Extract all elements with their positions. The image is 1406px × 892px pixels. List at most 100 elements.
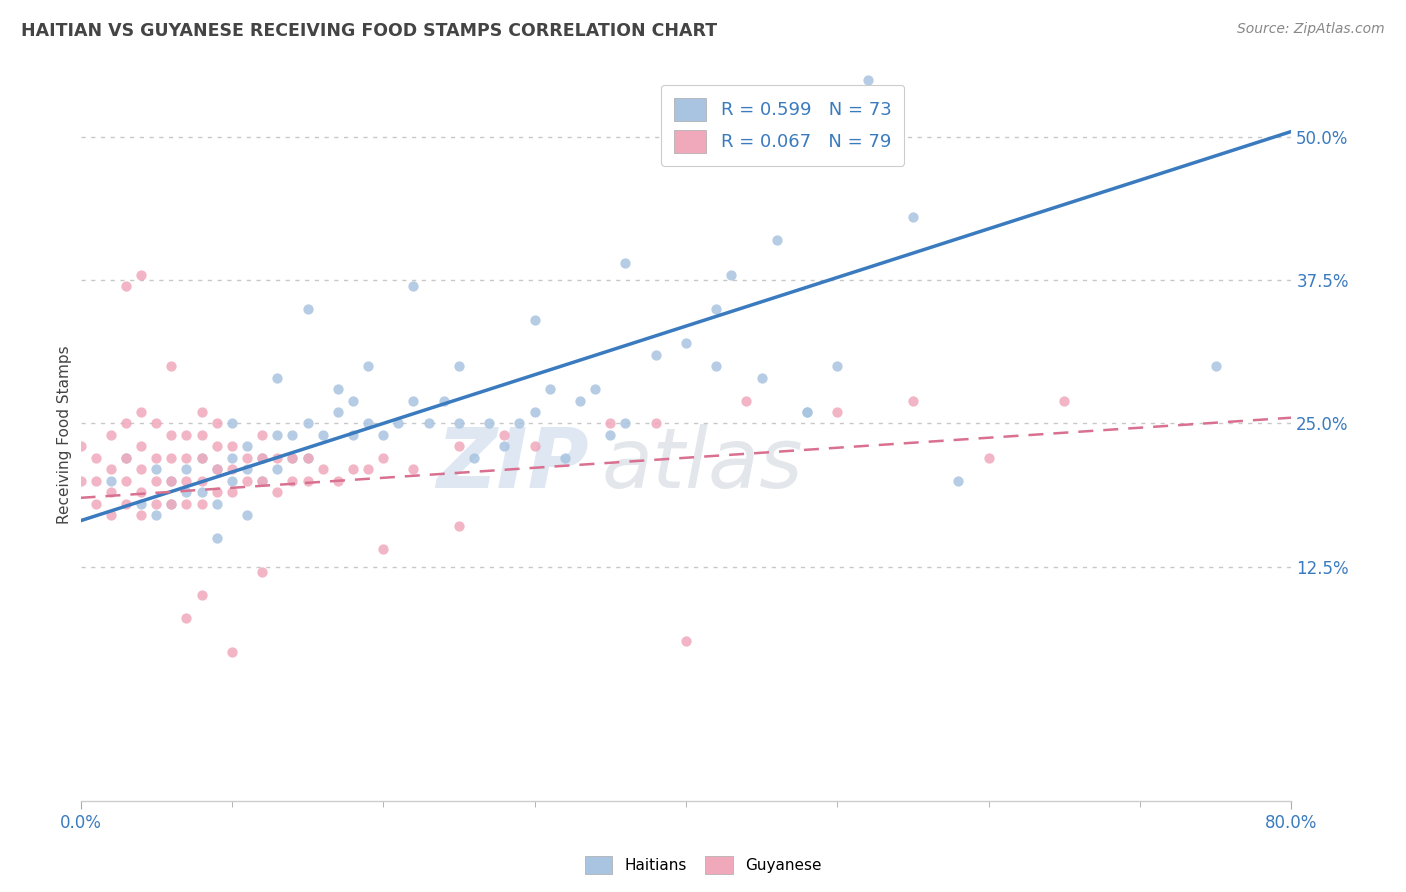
Point (1053, 393, 1076, 408)
Text: Source: ZipAtlas.com: Source: ZipAtlas.com (1237, 22, 1385, 37)
Point (901, 211, 924, 225)
Point (236, 474, 259, 488)
Point (115, 450, 138, 465)
Point (796, 405, 818, 419)
Point (402, 393, 425, 408)
Point (221, 485, 243, 500)
Point (190, 428, 212, 442)
Point (176, 462, 198, 476)
Point (176, 611, 198, 625)
Point (250, 474, 273, 488)
Point (100, 474, 122, 488)
Point (418, 417, 440, 431)
Text: atlas: atlas (602, 424, 803, 505)
Text: HAITIAN VS GUYANESE RECEIVING FOOD STAMPS CORRELATION CHART: HAITIAN VS GUYANESE RECEIVING FOOD STAMP… (21, 22, 717, 40)
Point (266, 485, 288, 500)
Point (312, 428, 335, 442)
Point (644, 348, 666, 362)
Point (84, 497, 107, 511)
Point (326, 405, 349, 419)
Point (250, 450, 273, 465)
Point (160, 497, 183, 511)
Point (614, 256, 637, 270)
Point (765, 233, 787, 247)
Point (250, 566, 273, 580)
Point (160, 450, 183, 465)
Point (447, 359, 470, 374)
Point (160, 359, 183, 374)
Point (977, 450, 1000, 465)
Point (704, 359, 727, 374)
Point (221, 462, 243, 476)
Point (145, 450, 167, 465)
Point (176, 428, 198, 442)
Point (129, 508, 152, 522)
Point (281, 428, 304, 442)
Point (704, 301, 727, 316)
Point (129, 497, 152, 511)
Point (205, 497, 228, 511)
Point (236, 508, 259, 522)
Point (433, 393, 456, 408)
Point (190, 450, 212, 465)
Point (176, 450, 198, 465)
Point (447, 519, 470, 533)
Point (523, 313, 546, 327)
Point (569, 393, 592, 408)
Point (373, 428, 395, 442)
Point (100, 462, 122, 476)
Point (373, 450, 395, 465)
Point (266, 450, 288, 465)
Point (145, 508, 167, 522)
Point (190, 474, 212, 488)
Point (160, 497, 183, 511)
Point (221, 474, 243, 488)
Point (447, 417, 470, 431)
Point (402, 462, 425, 476)
Point (100, 428, 122, 442)
Point (342, 428, 364, 442)
Point (236, 439, 259, 453)
Legend: Haitians, Guyanese: Haitians, Guyanese (578, 850, 828, 880)
Point (297, 450, 319, 465)
Point (205, 485, 228, 500)
Point (856, 153, 879, 167)
Point (281, 474, 304, 488)
Point (129, 485, 152, 500)
Point (100, 508, 122, 522)
Point (115, 279, 138, 293)
Point (205, 462, 228, 476)
Point (614, 417, 637, 431)
Point (160, 474, 183, 488)
Point (145, 474, 167, 488)
Point (236, 462, 259, 476)
Point (115, 474, 138, 488)
Point (221, 450, 243, 465)
Point (190, 485, 212, 500)
Point (205, 462, 228, 476)
Point (675, 634, 697, 648)
Point (720, 268, 742, 282)
Point (387, 417, 409, 431)
Point (205, 531, 228, 545)
Point (463, 450, 485, 465)
Point (221, 417, 243, 431)
Point (115, 450, 138, 465)
Point (494, 428, 516, 442)
Point (190, 588, 212, 602)
Point (827, 405, 849, 419)
Point (69, 439, 91, 453)
Point (796, 405, 818, 419)
Point (751, 370, 773, 384)
Point (326, 474, 349, 488)
Point (599, 428, 621, 442)
Point (160, 428, 183, 442)
Point (69, 474, 91, 488)
Point (357, 462, 380, 476)
Point (176, 474, 198, 488)
Point (508, 417, 530, 431)
Point (948, 474, 970, 488)
Point (297, 301, 319, 316)
Point (644, 417, 666, 431)
Point (145, 417, 167, 431)
